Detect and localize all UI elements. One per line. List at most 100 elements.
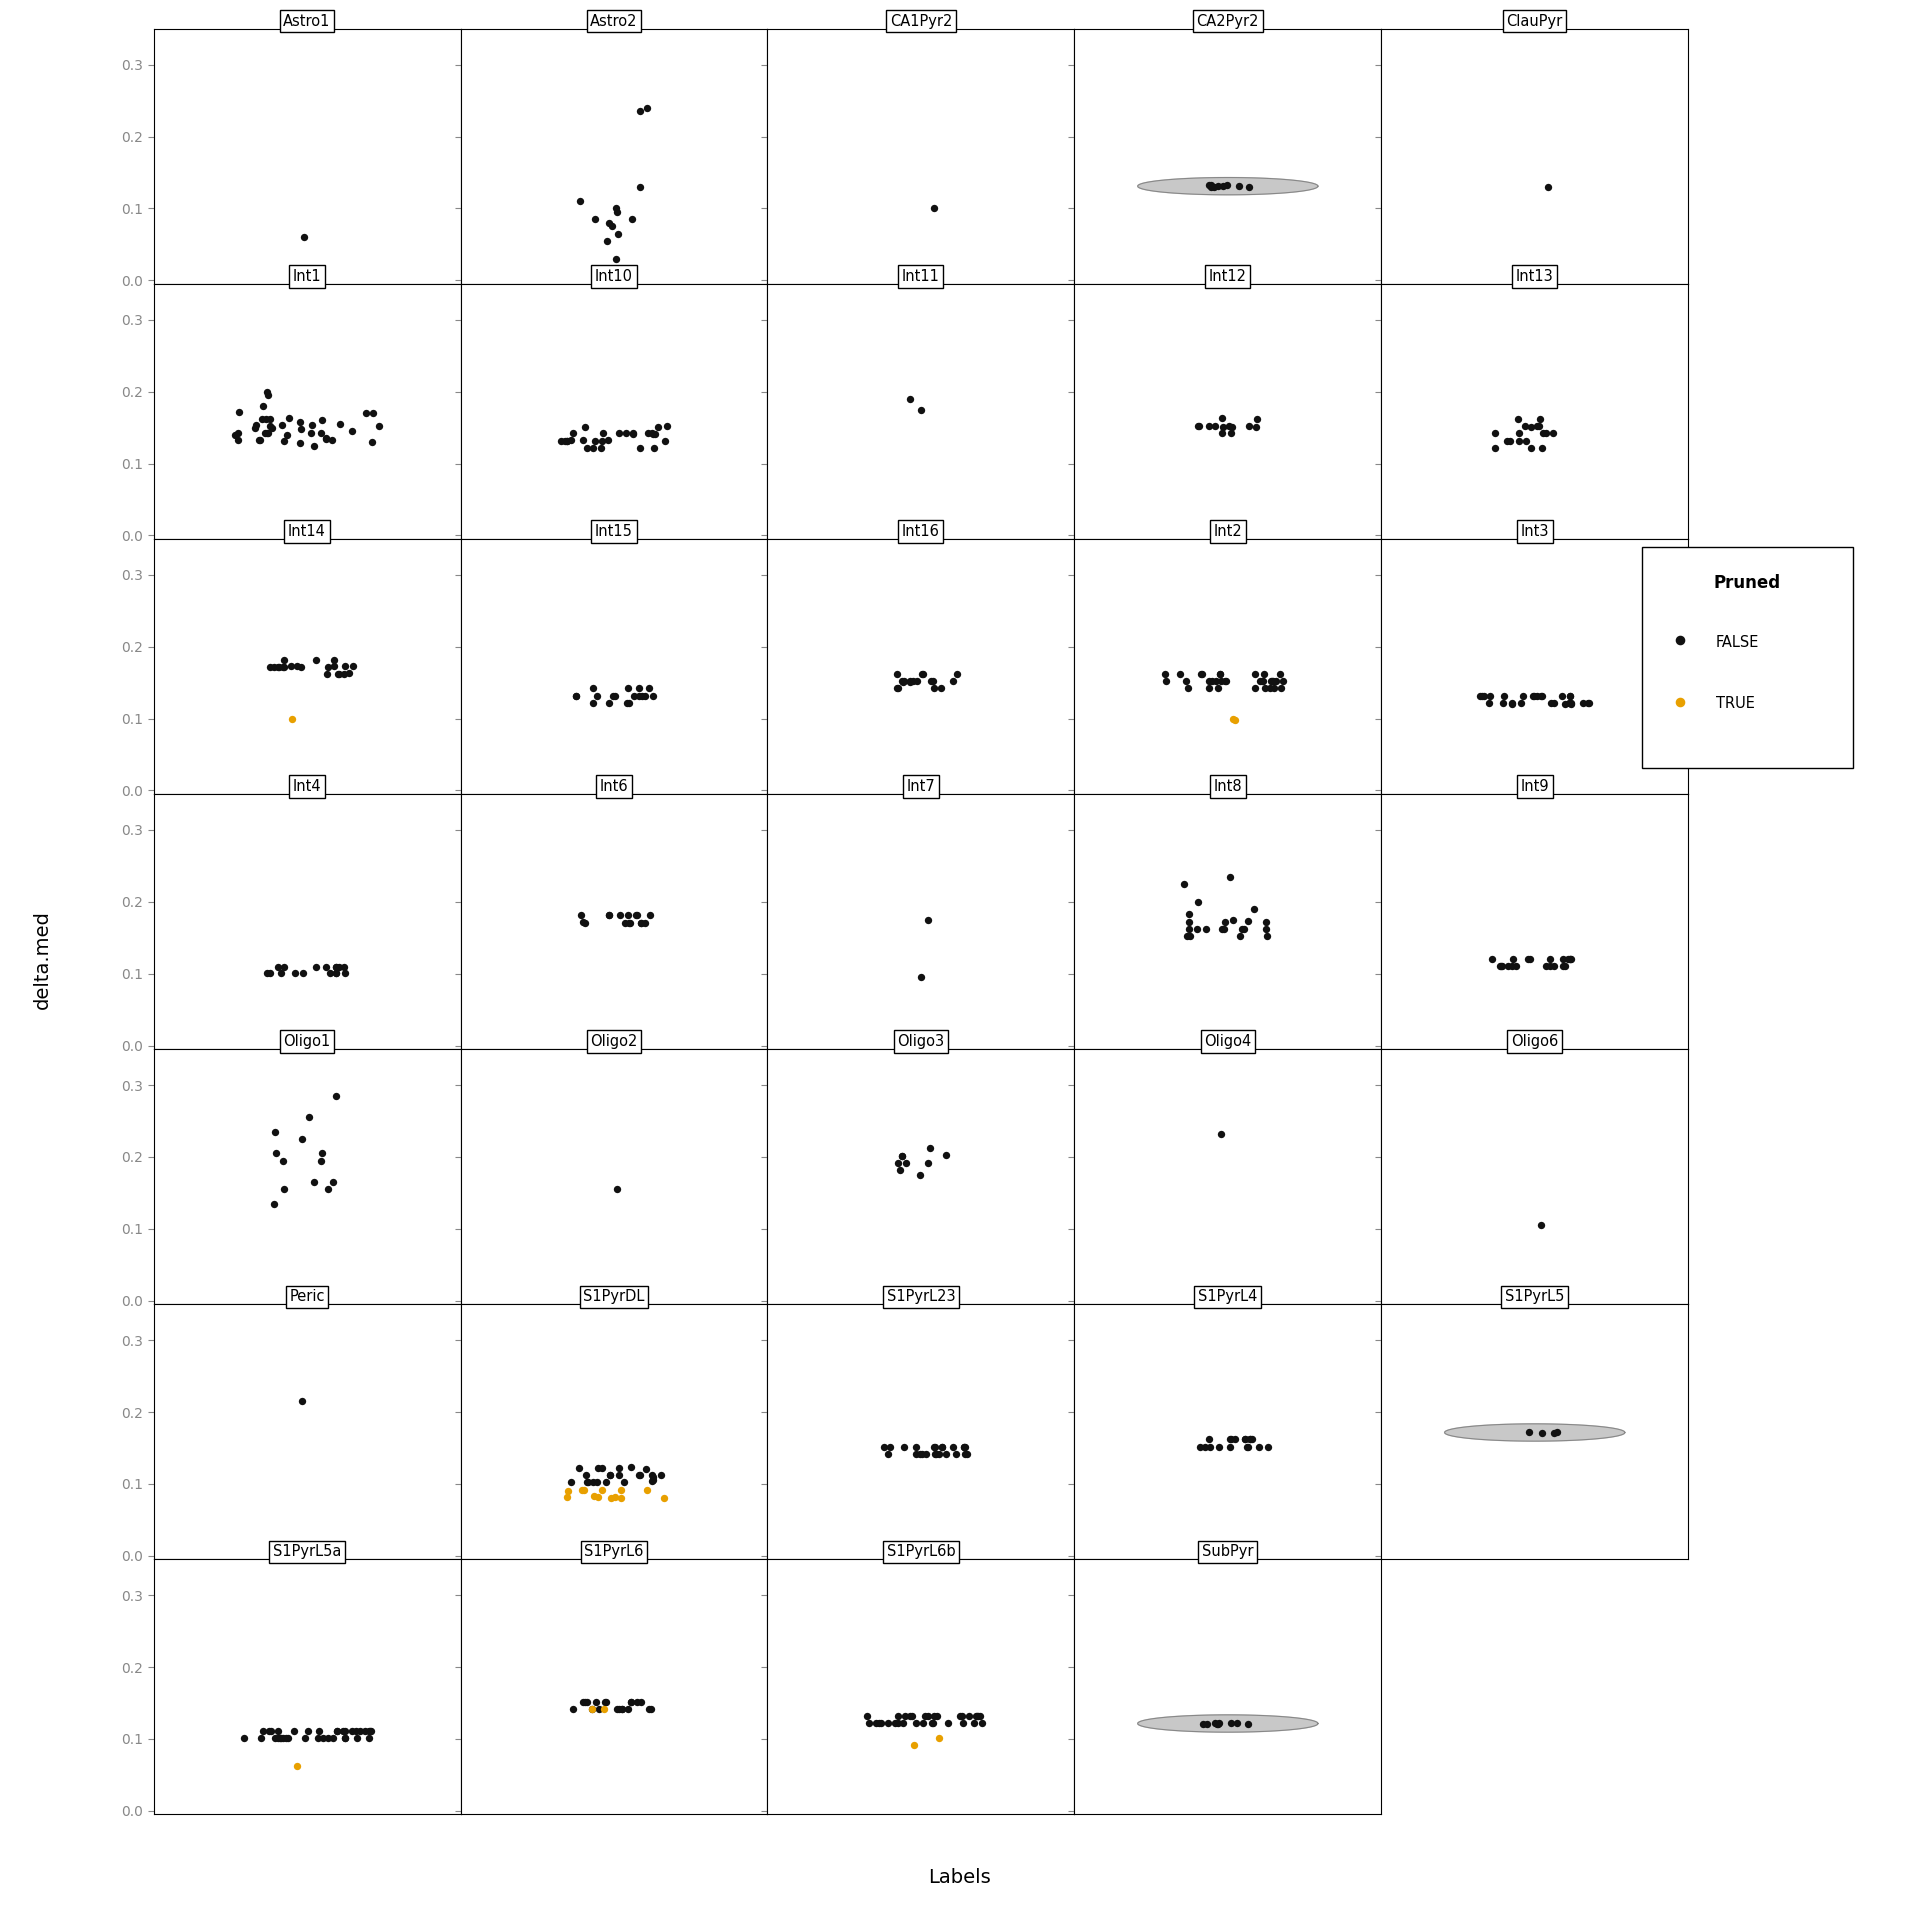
Point	[950, 1432, 981, 1463]
Point	[614, 908, 645, 939]
Point	[1492, 424, 1523, 455]
Point	[1208, 411, 1238, 442]
Point	[1507, 680, 1538, 710]
Point	[1496, 950, 1526, 981]
Point	[624, 1459, 655, 1490]
Point	[319, 651, 349, 682]
Point	[916, 666, 947, 697]
Point	[219, 419, 250, 449]
Point	[225, 396, 255, 426]
Point	[603, 219, 634, 250]
Point	[1183, 411, 1213, 442]
Point	[286, 651, 317, 682]
Point	[881, 674, 912, 705]
Point	[622, 900, 653, 931]
Point	[336, 417, 367, 447]
Point	[566, 1688, 597, 1718]
Point	[252, 376, 282, 407]
Point	[1194, 1425, 1225, 1455]
Point	[1233, 1709, 1263, 1740]
Point	[918, 194, 948, 225]
Point	[1185, 1430, 1215, 1461]
Point	[321, 952, 351, 983]
Point	[937, 666, 968, 697]
Point	[294, 1102, 324, 1133]
Point	[307, 405, 338, 436]
Point	[639, 432, 670, 463]
Point	[966, 1707, 996, 1738]
Point	[607, 1475, 637, 1505]
Point	[603, 417, 634, 447]
Point	[1665, 687, 1695, 718]
Point	[1555, 680, 1586, 710]
Point	[321, 1716, 351, 1747]
Point	[1198, 171, 1229, 202]
Point	[240, 413, 271, 444]
Point	[586, 1475, 616, 1505]
Point	[1252, 906, 1283, 937]
Point	[253, 1716, 284, 1747]
Point	[257, 651, 288, 682]
Text: S1PyrL6b: S1PyrL6b	[887, 1544, 954, 1559]
Point	[1530, 950, 1561, 981]
Point	[311, 424, 342, 455]
Point	[887, 666, 918, 697]
Point	[632, 419, 662, 449]
Point	[889, 666, 920, 697]
Point	[1258, 666, 1288, 697]
Point	[228, 1722, 259, 1753]
Point	[305, 417, 336, 447]
Point	[301, 950, 332, 981]
Point	[852, 1701, 883, 1732]
Point	[1204, 171, 1235, 202]
Point	[280, 1751, 311, 1782]
Point	[1523, 411, 1553, 442]
Text: S1PyrL5: S1PyrL5	[1505, 1288, 1565, 1304]
Point	[1227, 914, 1258, 945]
Point	[1219, 1425, 1250, 1455]
Point	[588, 419, 618, 449]
Point	[1555, 680, 1586, 710]
Point	[927, 1432, 958, 1463]
Point	[950, 1438, 981, 1469]
Point	[962, 1701, 993, 1732]
Point	[872, 1438, 902, 1469]
Point	[1524, 682, 1555, 712]
Point	[576, 1693, 607, 1724]
Point	[632, 1475, 662, 1505]
Point	[1233, 1430, 1263, 1461]
Point	[626, 680, 657, 710]
Text: Labels: Labels	[929, 1868, 991, 1887]
Point	[323, 1716, 353, 1747]
Point	[958, 1707, 989, 1738]
Point	[584, 1693, 614, 1724]
Point	[887, 1140, 918, 1171]
Point	[1555, 687, 1586, 718]
Text: S1PyrDL: S1PyrDL	[584, 1288, 645, 1304]
Point	[593, 687, 624, 718]
Point	[255, 1716, 286, 1747]
Point	[607, 1693, 637, 1724]
Point	[300, 430, 330, 461]
Point	[1574, 687, 1605, 718]
Point	[601, 1173, 632, 1204]
Point	[1467, 680, 1498, 710]
Point	[618, 419, 649, 449]
Point	[223, 417, 253, 447]
Point	[305, 1144, 336, 1175]
Point	[1215, 1707, 1246, 1738]
Point	[263, 1716, 294, 1747]
Point	[1194, 674, 1225, 705]
Point	[324, 409, 355, 440]
Point	[962, 1701, 993, 1732]
Point	[365, 411, 396, 442]
Point	[626, 1688, 657, 1718]
Text: Int11: Int11	[902, 269, 939, 284]
Point	[1238, 893, 1269, 924]
Point	[275, 403, 305, 434]
Polygon shape	[1444, 1425, 1624, 1442]
Point	[557, 1467, 588, 1498]
Point	[564, 900, 595, 931]
Point	[593, 424, 624, 455]
Point	[263, 1722, 294, 1753]
